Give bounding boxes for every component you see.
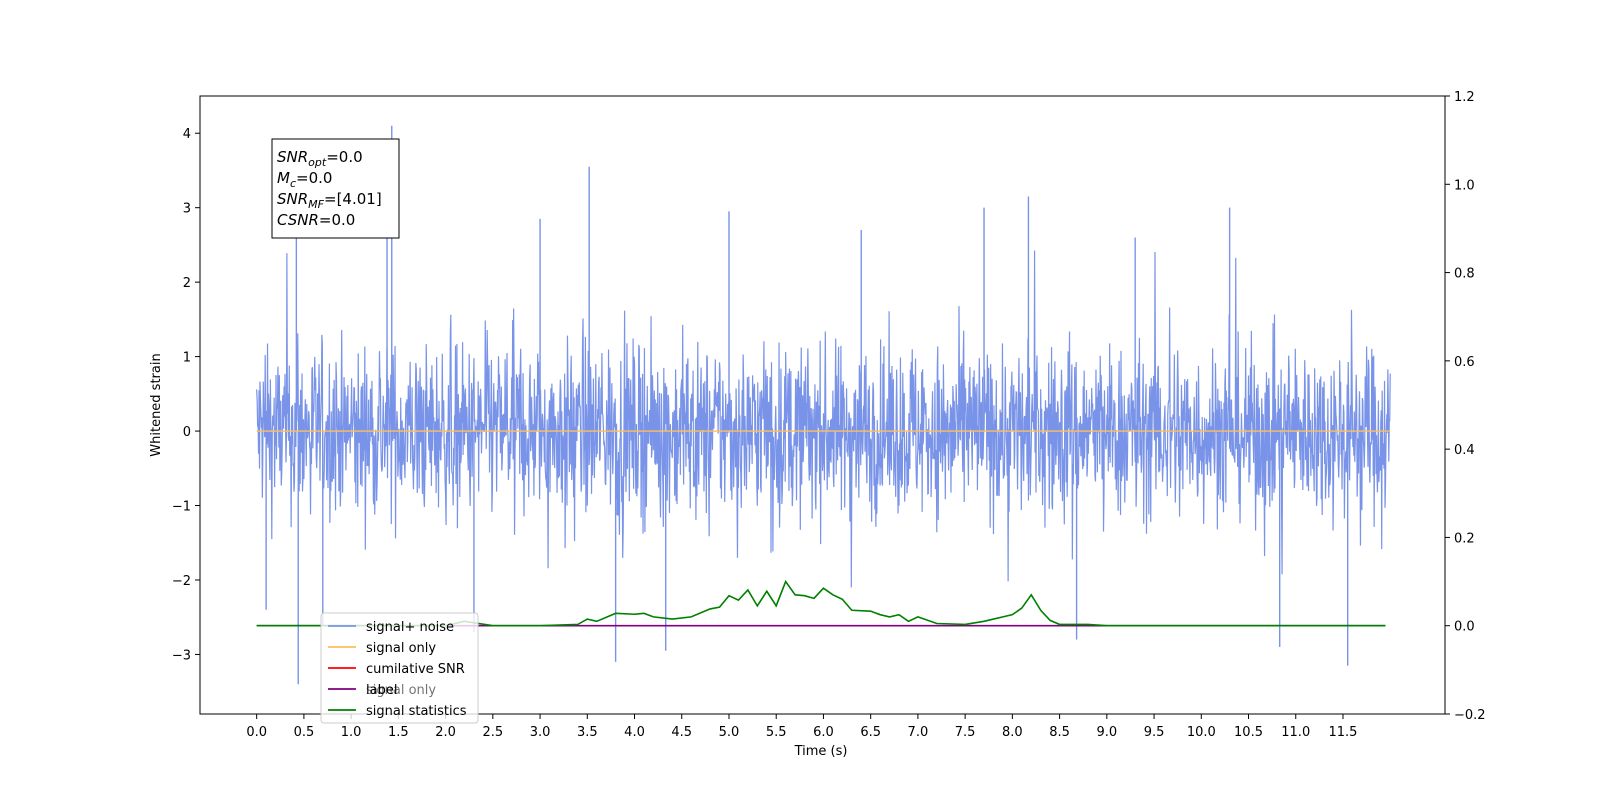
y-tick-label: 3 [183,202,191,217]
x-tick-label: 4.0 [624,725,645,740]
y-tick-label: 2 [183,276,191,291]
x-tick-label: 2.0 [435,725,456,740]
x-tick-label: 7.5 [955,725,976,740]
x-tick-label: 4.5 [671,725,692,740]
y2-tick-label: 0.4 [1454,443,1475,458]
legend-frame [320,612,479,724]
y2-tick-label: 1.0 [1454,178,1475,193]
x-tick-label: 0.5 [294,725,315,740]
x-tick-label: 2.5 [482,725,503,740]
x-tick-label: 3.5 [577,725,598,740]
series-signal-statistics [256,579,1386,627]
y-axis-label: Whitened strain [149,353,164,456]
annotation-line: CSNR=0.0 [277,211,355,229]
legend-entry: signal statistics [366,704,467,719]
plot-frame [199,95,1446,715]
x-tick-label: 9.5 [1144,725,1165,740]
legend-entry: signal+ noise [366,620,454,635]
y-axis-right: −0.2 0.0 0.2 0.4 0.6 0.8 1.0 1.2 [1445,90,1486,723]
x-tick-label: 11.0 [1281,725,1310,740]
y-tick-label: 4 [183,127,191,142]
y-tick-label: −2 [172,574,191,589]
y2-tick-label: 0.2 [1454,531,1475,546]
y-tick-label: −3 [172,648,191,663]
y-axis-left: −3 −2 −1 0 1 2 3 4 [172,127,200,663]
x-tick-label: 7.0 [908,725,929,740]
legend-ghost-text: signal only [366,683,436,698]
y2-tick-label: 0.6 [1454,355,1475,370]
x-tick-label: 10.0 [1187,725,1216,740]
y2-tick-label: 0.0 [1454,620,1475,635]
x-tick-label: 0.0 [246,725,267,740]
annotation-line: SNRMF=[4.01] [277,190,382,211]
x-tick-label: 5.0 [719,725,740,740]
y-tick-label: 0 [183,425,191,440]
x-tick-label: 8.0 [1002,725,1023,740]
x-tick-label: 3.0 [530,725,551,740]
y2-tick-label: −0.2 [1454,708,1486,723]
x-tick-label: 1.0 [341,725,362,740]
x-axis-label: Time (s) [794,744,848,759]
legend-entry: cumilative SNR [366,662,465,677]
annotation-line: Mc=0.0 [277,169,332,190]
legend-entry: label [366,683,397,698]
x-tick-label: 6.5 [860,725,881,740]
y-tick-label: −1 [172,500,191,515]
y-tick-label: 1 [183,351,191,366]
annotation-line: SNRopt=0.0 [277,148,363,169]
x-tick-label: 1.5 [388,725,409,740]
x-tick-label: 9.0 [1096,725,1117,740]
y2-tick-label: 1.2 [1454,90,1475,105]
series-signal-noise [256,250,1391,588]
legend-entry: signal only [366,641,436,656]
x-tick-label: 5.5 [766,725,787,740]
x-axis: 0.0 0.5 1.0 1.5 2.0 2.5 3.0 3.5 4.0 4.5 5.0 5.5 6.0 6… [246,714,1357,740]
x-tick-label: 10.5 [1234,725,1263,740]
annotation-frame [271,138,400,239]
legend: signal+ noise signal only cumilative SNR la… [320,612,479,724]
noise-series [256,125,1391,685]
x-tick-label: 11.5 [1329,725,1358,740]
x-tick-label: 6.0 [813,725,834,740]
y2-tick-label: 0.8 [1454,267,1475,282]
x-tick-label: 8.5 [1049,725,1070,740]
